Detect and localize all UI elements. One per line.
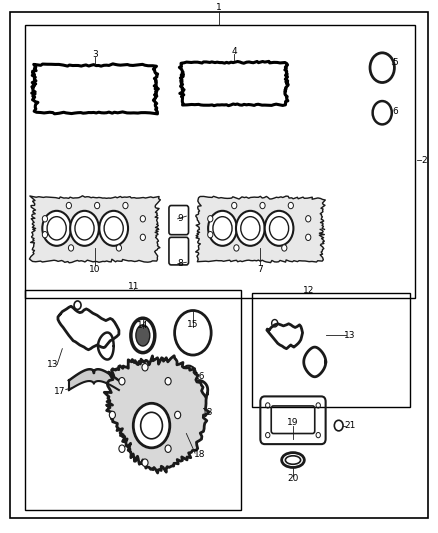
Text: 13: 13 bbox=[47, 360, 59, 369]
Circle shape bbox=[269, 216, 289, 240]
Circle shape bbox=[232, 203, 237, 209]
Circle shape bbox=[234, 245, 239, 251]
Circle shape bbox=[306, 216, 311, 222]
Text: 10: 10 bbox=[89, 265, 101, 273]
Text: 2: 2 bbox=[422, 156, 427, 165]
Circle shape bbox=[208, 216, 213, 222]
Text: 20: 20 bbox=[287, 474, 299, 483]
Circle shape bbox=[68, 245, 74, 251]
Circle shape bbox=[165, 377, 171, 385]
Text: 6: 6 bbox=[392, 107, 398, 116]
Circle shape bbox=[42, 231, 47, 238]
Circle shape bbox=[140, 216, 145, 222]
Circle shape bbox=[288, 203, 293, 209]
Polygon shape bbox=[196, 196, 325, 263]
Ellipse shape bbox=[136, 325, 150, 346]
Text: 21: 21 bbox=[344, 421, 355, 430]
Circle shape bbox=[306, 234, 311, 240]
Circle shape bbox=[142, 459, 148, 466]
Text: 8: 8 bbox=[177, 260, 183, 268]
Circle shape bbox=[133, 403, 170, 448]
Circle shape bbox=[42, 216, 47, 222]
Circle shape bbox=[208, 211, 237, 246]
Text: 11: 11 bbox=[128, 282, 140, 291]
Text: 5: 5 bbox=[392, 58, 398, 67]
Text: 16: 16 bbox=[194, 372, 205, 381]
Circle shape bbox=[236, 211, 265, 246]
Polygon shape bbox=[104, 356, 209, 473]
Ellipse shape bbox=[286, 456, 300, 464]
Circle shape bbox=[241, 216, 260, 240]
Circle shape bbox=[116, 245, 121, 251]
Text: 19: 19 bbox=[287, 418, 299, 427]
Text: 7: 7 bbox=[258, 265, 263, 273]
Text: 15: 15 bbox=[187, 320, 199, 329]
Circle shape bbox=[141, 413, 162, 439]
Text: 12: 12 bbox=[303, 286, 314, 295]
Circle shape bbox=[75, 216, 94, 240]
Circle shape bbox=[282, 245, 287, 251]
Circle shape bbox=[66, 203, 71, 209]
Polygon shape bbox=[69, 369, 119, 390]
Circle shape bbox=[119, 377, 125, 385]
Circle shape bbox=[265, 211, 293, 246]
Bar bbox=[252, 293, 410, 407]
Bar bbox=[25, 25, 415, 298]
Circle shape bbox=[47, 216, 66, 240]
Circle shape bbox=[123, 203, 128, 209]
Circle shape bbox=[142, 364, 148, 371]
Circle shape bbox=[104, 216, 123, 240]
Text: 13: 13 bbox=[202, 408, 214, 417]
Circle shape bbox=[213, 216, 232, 240]
Text: 14: 14 bbox=[137, 321, 148, 330]
Circle shape bbox=[99, 211, 128, 246]
Circle shape bbox=[95, 203, 100, 209]
Circle shape bbox=[119, 445, 125, 453]
Polygon shape bbox=[29, 196, 160, 263]
Circle shape bbox=[42, 211, 71, 246]
Circle shape bbox=[165, 445, 171, 453]
Circle shape bbox=[260, 203, 265, 209]
Bar bbox=[25, 290, 241, 511]
Text: 17: 17 bbox=[54, 386, 66, 395]
Text: 18: 18 bbox=[194, 450, 205, 459]
Circle shape bbox=[175, 411, 181, 419]
Ellipse shape bbox=[282, 453, 304, 467]
Text: 3: 3 bbox=[92, 50, 98, 59]
Text: 1: 1 bbox=[216, 3, 222, 12]
Text: 4: 4 bbox=[231, 47, 237, 56]
Circle shape bbox=[110, 411, 116, 419]
Circle shape bbox=[140, 234, 145, 240]
Text: 13: 13 bbox=[344, 331, 355, 340]
Circle shape bbox=[208, 231, 213, 238]
Circle shape bbox=[70, 211, 99, 246]
Text: 9: 9 bbox=[177, 214, 183, 223]
